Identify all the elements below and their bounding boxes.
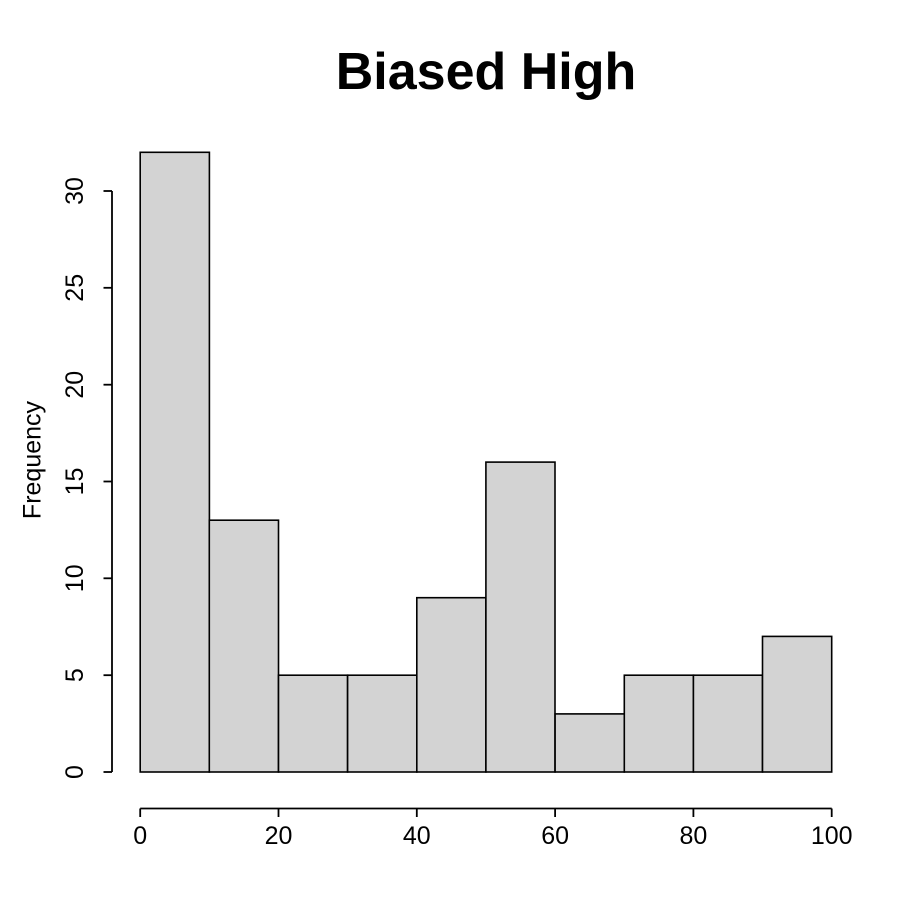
y-axis-tick-label: 25 — [61, 274, 89, 302]
histogram-bar-20-30 — [277, 674, 349, 773]
y-axis-tick-label: 30 — [61, 177, 89, 205]
histogram-bar-90-100 — [761, 635, 833, 773]
y-axis-tick-label: 20 — [61, 371, 89, 399]
histogram-bar-70-80 — [623, 674, 695, 773]
y-axis-tick-label: 10 — [61, 564, 89, 592]
histogram-bar-50-60 — [485, 461, 556, 773]
histogram-bar-60-70 — [554, 713, 626, 773]
histogram-bar-10-20 — [208, 519, 280, 773]
x-axis-tick-label: 100 — [811, 822, 853, 850]
histogram-bar-80-90 — [692, 674, 764, 773]
histogram-bar-40-50 — [415, 596, 487, 773]
histogram-bar-0-10 — [139, 151, 211, 773]
histogram-bar-30-40 — [346, 674, 418, 773]
x-axis-tick-label: 80 — [679, 822, 707, 850]
y-axis-tick-label: 0 — [61, 765, 89, 779]
y-axis-tick-label: 15 — [61, 468, 89, 496]
x-axis-tick-label: 40 — [403, 822, 431, 850]
x-axis-tick-label: 20 — [265, 822, 293, 850]
chart-title: Biased High — [335, 43, 637, 101]
x-axis-tick-label: 0 — [133, 822, 147, 850]
y-axis-tick-label: 5 — [61, 668, 89, 682]
x-axis-tick-label: 60 — [541, 822, 569, 850]
